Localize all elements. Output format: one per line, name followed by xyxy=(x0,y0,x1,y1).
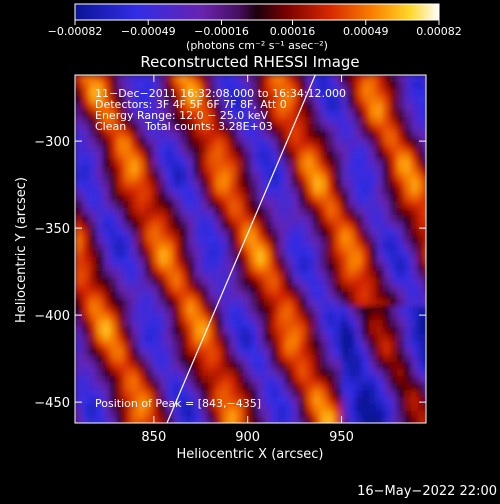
plot-area: 850 900 950 −300 −350 −400 −450 11−Dec−2011 1… xyxy=(34,74,427,445)
peak-position-label: Position of Peak = [843,−435] xyxy=(95,397,261,410)
solar-limb-line xyxy=(166,75,316,423)
colorbar-tick-label: −0.00049 xyxy=(121,25,176,38)
x-tick-label: 900 xyxy=(235,430,260,445)
footer-date: 16−May−2022 22:00 xyxy=(357,484,497,499)
colorbar-tick-label: 0.00016 xyxy=(270,25,316,38)
colorbar-tick-label: 0.00082 xyxy=(416,25,462,38)
x-axis-label: Heliocentric X (arcsec) xyxy=(177,447,324,462)
annotation-detectors: Detectors: 3F 4F 5F 6F 7F 8F, Att 0 xyxy=(95,98,287,111)
y-tick-label: −400 xyxy=(34,309,70,324)
y-tick-label: −450 xyxy=(34,396,70,411)
colorbar-tick-label: 0.00049 xyxy=(343,25,389,38)
plot-frame xyxy=(74,74,427,424)
y-tick-label: −300 xyxy=(34,135,70,150)
colorbar-tick-label: −0.00082 xyxy=(48,25,103,38)
x-tick-label: 950 xyxy=(329,430,354,445)
heatmap-image xyxy=(75,75,426,423)
y-axis-ticks: −300 −350 −400 −450 xyxy=(34,135,426,411)
annotation-clean: Clean xyxy=(95,120,126,133)
annotation-energy-range: Energy Range: 12.0 − 25.0 keV xyxy=(95,109,269,122)
colorbar-tick-label: −0.00016 xyxy=(194,25,249,38)
colorbar: −0.00082 −0.00049 −0.00016 0.00016 0.00049 0.… xyxy=(48,3,462,52)
chart-title: Reconstructed RHESSI Image xyxy=(140,53,359,71)
colorbar-gradient xyxy=(74,3,440,21)
x-axis-ticks: 850 900 950 xyxy=(141,75,354,445)
annotation-total-counts: Total counts: 3.28E+03 xyxy=(144,120,273,133)
colorbar-unit-label: (photons cm⁻² s⁻¹ asec⁻²) xyxy=(186,39,328,52)
y-tick-label: −350 xyxy=(34,222,70,237)
y-axis-label: Heliocentric Y (arcsec) xyxy=(14,177,29,323)
annotation-time-range: 11−Dec−2011 16:32:08.000 to 16:34:12.000 xyxy=(95,87,346,100)
annotation-block: 11−Dec−2011 16:32:08.000 to 16:34:12.000… xyxy=(95,87,346,133)
colorbar-ticks: −0.00082 −0.00049 −0.00016 0.00016 0.00049 0.… xyxy=(48,20,462,38)
x-tick-label: 850 xyxy=(141,430,166,445)
